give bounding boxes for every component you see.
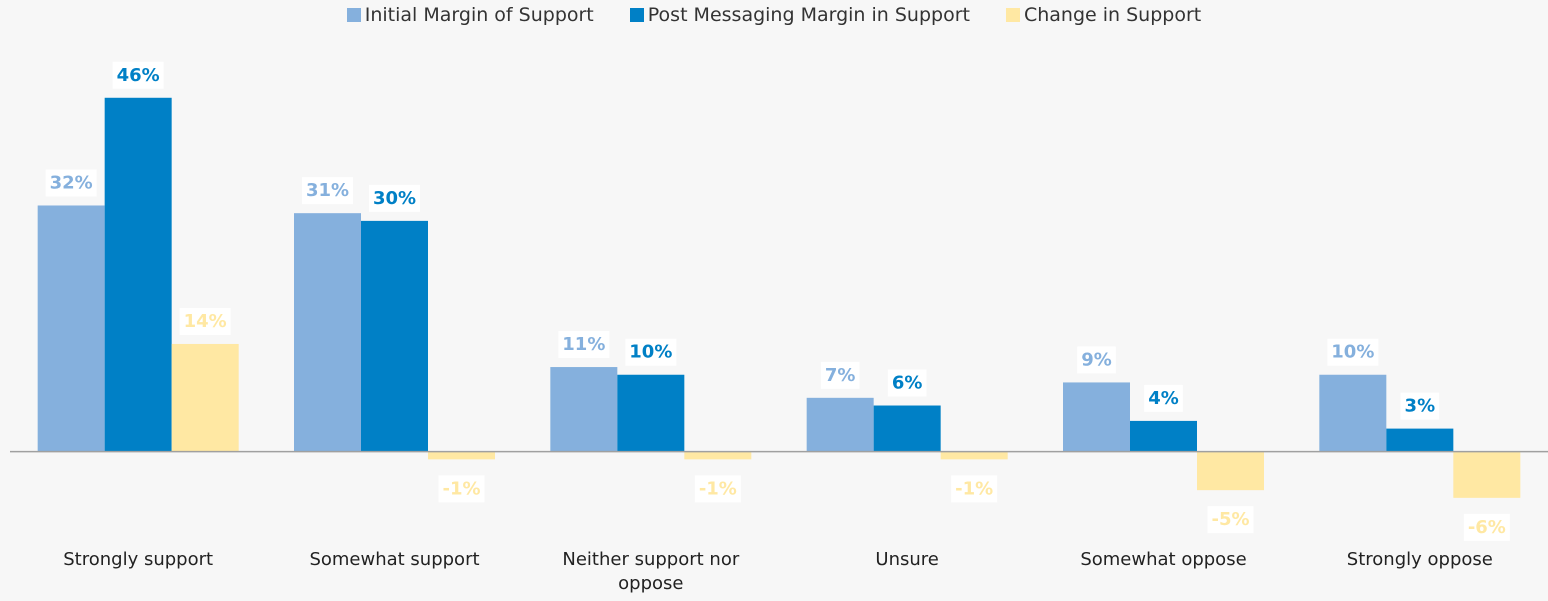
legend-swatch (346, 8, 361, 22)
x-tick-label: Somewhat support (309, 549, 480, 570)
value-label: 10% (1331, 342, 1374, 363)
value-label: 32% (50, 172, 93, 193)
value-label: -5% (1211, 509, 1249, 530)
value-label: 3% (1405, 396, 1436, 417)
value-label-background (301, 177, 354, 205)
value-label-background (112, 61, 164, 89)
bar (550, 367, 618, 452)
bar (1197, 451, 1264, 491)
value-label: -1% (699, 478, 737, 499)
value-label-background (558, 331, 610, 359)
value-label: 7% (825, 365, 856, 386)
legend-item: Initial Margin of Support (346, 4, 594, 26)
bar (1130, 420, 1197, 452)
value-label: -1% (955, 478, 993, 499)
bar (294, 213, 361, 452)
bar (104, 97, 172, 452)
value-label: 10% (629, 342, 672, 363)
bar (873, 405, 941, 452)
bar (361, 220, 428, 452)
value-label-background (694, 475, 741, 503)
x-tick-label: Somewhat oppose (1080, 549, 1247, 570)
value-label: 6% (892, 373, 923, 394)
value-label: 4% (1148, 388, 1179, 409)
legend-label: Change in Support (1023, 4, 1202, 26)
legend: Initial Margin of Support Post Messaging … (0, 4, 1548, 26)
bar (171, 343, 239, 452)
value-label-background (438, 475, 485, 503)
bar (1319, 374, 1387, 452)
legend-swatch (629, 8, 644, 22)
value-label-background (887, 369, 927, 397)
x-tick-label: Neither support nor oppose (562, 549, 740, 594)
value-label-background (1400, 392, 1440, 420)
value-label-background (625, 338, 677, 366)
bar (37, 205, 105, 452)
value-label: 46% (117, 65, 160, 86)
bar (1453, 451, 1521, 498)
bar (1386, 428, 1454, 452)
legend-item: Post Messaging Margin in Support (629, 4, 970, 26)
legend-label: Initial Margin of Support (364, 4, 594, 26)
value-label: -6% (1468, 517, 1506, 538)
bar (1063, 382, 1130, 452)
x-tick-label: Strongly oppose (1346, 549, 1493, 570)
value-label-background (368, 184, 421, 212)
value-label-background (45, 169, 97, 197)
value-label-background (951, 475, 998, 503)
value-label-background (1144, 384, 1183, 412)
legend-label: Post Messaging Margin in Support (647, 4, 970, 26)
value-label-background (820, 361, 860, 389)
bar (940, 451, 1008, 460)
value-label: 30% (373, 188, 416, 209)
value-label: 14% (184, 311, 227, 332)
value-label-background (179, 307, 231, 335)
bar (806, 397, 874, 452)
legend-item: Change in Support (1005, 4, 1202, 26)
x-tick-label: Strongly support (63, 549, 214, 570)
value-label-background (1327, 338, 1379, 366)
value-label-background (1077, 346, 1116, 374)
bar (617, 374, 685, 452)
value-label: 31% (306, 180, 349, 201)
bar (428, 451, 495, 460)
value-label: -1% (442, 478, 480, 499)
value-label-background (1463, 513, 1510, 541)
x-tick-label: Unsure (875, 549, 939, 570)
legend-swatch (1005, 8, 1020, 22)
value-label: 9% (1081, 349, 1112, 370)
value-label-background (1207, 506, 1254, 534)
value-label: 11% (562, 334, 605, 355)
bar (684, 451, 752, 460)
